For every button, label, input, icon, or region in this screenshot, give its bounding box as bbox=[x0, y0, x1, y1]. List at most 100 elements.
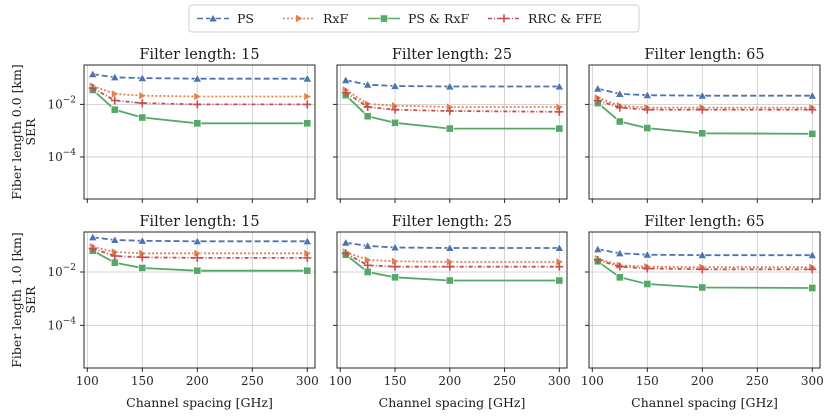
axes-frame bbox=[83, 231, 316, 369]
panel: 10−2 10−4 Filter length: 15 bbox=[47, 47, 316, 203]
series-ps bbox=[593, 83, 818, 100]
legend-item: PS & RxF bbox=[368, 11, 470, 26]
data-point bbox=[555, 262, 564, 271]
y-tick-label: 10−4 bbox=[47, 148, 76, 164]
data-point bbox=[303, 253, 312, 262]
data-point bbox=[555, 276, 564, 285]
series-line bbox=[345, 241, 560, 249]
axes-frame bbox=[588, 64, 821, 200]
data-point bbox=[445, 124, 454, 133]
data-point bbox=[391, 105, 400, 114]
data-point bbox=[391, 262, 400, 271]
legend-label: RRC & FFE bbox=[528, 11, 602, 26]
series-rrc-ffe bbox=[88, 244, 312, 262]
data-point bbox=[698, 129, 707, 138]
data-point bbox=[445, 81, 455, 91]
data-point bbox=[697, 250, 708, 259]
series-ps-rxf bbox=[88, 246, 312, 275]
series-line bbox=[92, 85, 308, 98]
data-point bbox=[643, 280, 652, 288]
series-line bbox=[92, 73, 308, 80]
data-point bbox=[615, 273, 624, 282]
series-ps bbox=[88, 232, 313, 245]
data-point bbox=[445, 276, 454, 285]
data-point bbox=[363, 112, 372, 121]
panel-title: Filter length: 15 bbox=[139, 47, 259, 63]
panel: 100 150 200 250 300 Filter length: 65 bbox=[581, 214, 824, 388]
legend-label: PS & RxF bbox=[408, 11, 470, 26]
data-point bbox=[363, 103, 372, 112]
panel: 100 150 200 250 300 10−2 10−4 Filter length: 15 bbox=[47, 214, 318, 388]
axes-frame bbox=[588, 231, 821, 369]
data-point bbox=[615, 89, 625, 98]
data-point bbox=[445, 106, 454, 115]
series-ps bbox=[341, 237, 565, 252]
data-point bbox=[698, 283, 707, 292]
series-rrc-ffe bbox=[593, 96, 817, 114]
panel-title: Filter length: 25 bbox=[392, 214, 512, 230]
data-point bbox=[555, 124, 564, 133]
data-point bbox=[138, 253, 147, 262]
x-tick-label: 150 bbox=[384, 374, 407, 388]
x-tick-label: 200 bbox=[438, 374, 461, 388]
data-point bbox=[137, 235, 148, 245]
data-point bbox=[593, 256, 602, 264]
axes-frame bbox=[336, 231, 568, 369]
y-axis-label: SER bbox=[23, 118, 38, 146]
data-point bbox=[303, 119, 312, 128]
data-point bbox=[807, 90, 818, 100]
data-point bbox=[110, 72, 120, 82]
x-tick-label: 200 bbox=[691, 374, 714, 388]
series-ps bbox=[88, 69, 313, 83]
data-point bbox=[341, 88, 350, 97]
series-line bbox=[597, 99, 813, 111]
series-line bbox=[92, 245, 308, 255]
data-point bbox=[138, 91, 148, 101]
series-line bbox=[597, 87, 813, 97]
panel: Filter length: 25 bbox=[333, 47, 568, 203]
legend-item: RxF bbox=[283, 11, 348, 26]
data-point bbox=[137, 73, 148, 82]
data-point bbox=[193, 91, 203, 102]
data-point bbox=[554, 243, 565, 252]
data-point bbox=[698, 105, 707, 114]
data-point bbox=[192, 73, 203, 83]
series-ps-rxf bbox=[593, 99, 817, 138]
data-point bbox=[593, 96, 602, 105]
series-line bbox=[345, 91, 560, 113]
series-line bbox=[345, 79, 560, 88]
data-point bbox=[363, 268, 372, 276]
x-tick-label: 150 bbox=[131, 374, 154, 388]
data-point bbox=[391, 273, 399, 282]
panel-title: Filter length: 15 bbox=[139, 214, 259, 230]
data-point bbox=[643, 124, 652, 132]
axes-frame bbox=[83, 64, 316, 200]
data-point bbox=[193, 266, 202, 275]
data-point bbox=[193, 253, 202, 262]
legend-label: RxF bbox=[323, 11, 348, 26]
x-tick-label: 300 bbox=[801, 374, 824, 388]
data-point bbox=[390, 242, 400, 252]
series-line bbox=[597, 257, 813, 269]
data-point bbox=[615, 248, 625, 257]
x-tick-label: 100 bbox=[581, 374, 604, 388]
panel: 100 150 200 250 300 Filter length: 25 bbox=[329, 214, 571, 388]
data-point bbox=[642, 249, 653, 259]
legend-marker bbox=[208, 13, 218, 23]
row-label: Fiber length 0.0 [km] bbox=[9, 64, 24, 200]
panel-title: Filter length: 25 bbox=[392, 47, 512, 63]
series-line bbox=[92, 87, 308, 106]
series-rxf bbox=[89, 81, 313, 102]
data-point bbox=[391, 118, 399, 127]
axes-frame bbox=[336, 64, 568, 200]
figure-labels: Channel spacing [GHz] Channel spacing [GH… bbox=[9, 64, 778, 410]
series-line bbox=[92, 247, 308, 259]
data-point bbox=[341, 75, 351, 84]
x-tick-label: 300 bbox=[296, 374, 319, 388]
data-point bbox=[615, 103, 624, 112]
x-axis-label: Channel spacing [GHz] bbox=[379, 395, 526, 410]
data-point bbox=[88, 84, 97, 93]
panel: Filter length: 65 bbox=[585, 47, 821, 203]
series-line bbox=[597, 259, 813, 271]
